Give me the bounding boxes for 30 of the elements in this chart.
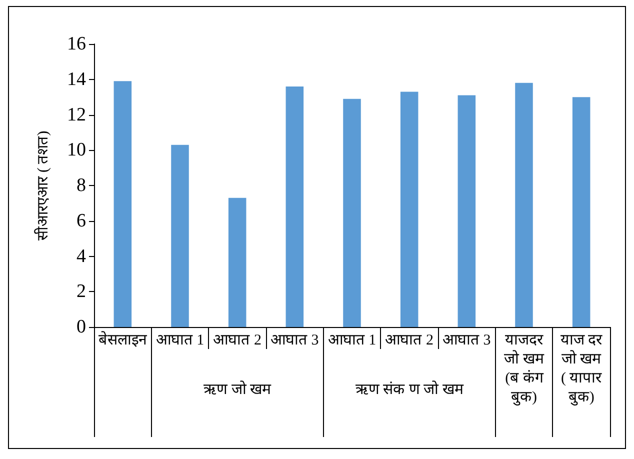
y-tick-label: 14 bbox=[67, 68, 86, 90]
y-tick-label: 2 bbox=[76, 281, 86, 302]
x-tick-label: याज दर जो खम ( यापार बुक) bbox=[560, 332, 604, 406]
y-tick-label: 0 bbox=[76, 316, 86, 338]
x-tick-label: आघात 2 bbox=[385, 332, 434, 348]
text: ऋण संक ण जो खम bbox=[355, 380, 464, 398]
x-tick-label: आघात 3 bbox=[442, 332, 491, 348]
y-tick-label: 8 bbox=[76, 175, 86, 196]
x-tick-label: आघात 2 bbox=[213, 332, 262, 348]
y-tick-label: 12 bbox=[67, 104, 86, 126]
bar bbox=[114, 81, 132, 327]
x-tick-label: आघात 3 bbox=[270, 332, 319, 348]
bar bbox=[286, 86, 304, 327]
bar bbox=[515, 82, 533, 327]
x-tick-label: आघात 1 bbox=[328, 332, 376, 348]
y-tick-label: 16 bbox=[67, 34, 86, 54]
bar bbox=[458, 95, 476, 327]
bar bbox=[572, 97, 590, 327]
y-axis-title: सीआरएआर ( तशत) bbox=[34, 130, 52, 240]
bar bbox=[400, 92, 418, 327]
text: ऋण जो खम bbox=[204, 380, 272, 398]
x-tick-label: याजदर जो खम (ब कंग बुक) bbox=[504, 332, 545, 406]
bar bbox=[171, 144, 189, 327]
y-tick-label: 6 bbox=[76, 210, 86, 232]
y-tick-label: 4 bbox=[76, 246, 86, 267]
x-tick-label: बेसलाइन bbox=[98, 330, 148, 348]
y-tick-label: 10 bbox=[67, 140, 86, 161]
bar bbox=[343, 98, 361, 327]
x-tick-label: आघात 1 bbox=[156, 332, 204, 348]
bar bbox=[228, 198, 246, 327]
